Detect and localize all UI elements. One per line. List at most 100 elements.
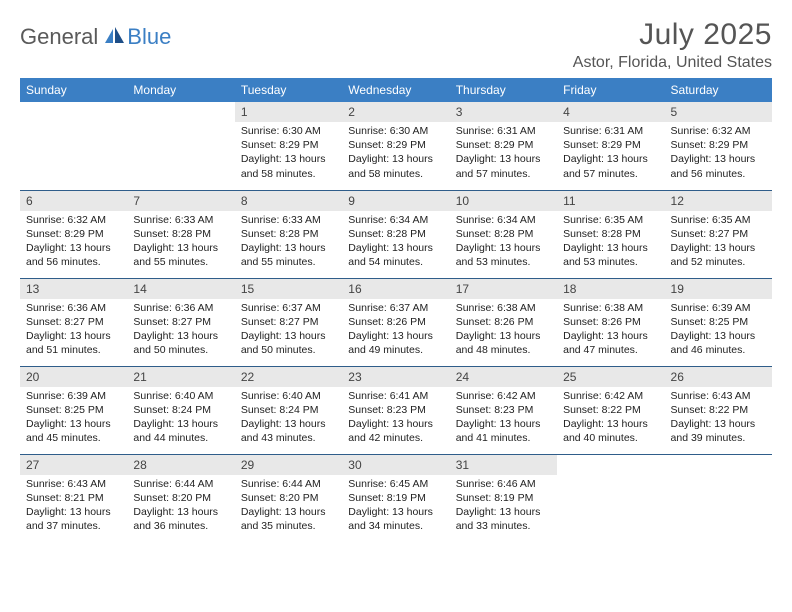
calendar-day-cell: 8Sunrise: 6:33 AMSunset: 8:28 PMDaylight… — [235, 190, 342, 278]
sunset-line: Sunset: 8:22 PM — [671, 403, 766, 417]
sunset-line: Sunset: 8:28 PM — [241, 227, 336, 241]
day-details: Sunrise: 6:40 AMSunset: 8:24 PMDaylight:… — [127, 387, 234, 450]
sunset-line: Sunset: 8:27 PM — [671, 227, 766, 241]
day-number: 13 — [20, 279, 127, 299]
day-number: 25 — [557, 367, 664, 387]
day-number: 2 — [342, 102, 449, 122]
calendar-day-cell: 24Sunrise: 6:42 AMSunset: 8:23 PMDayligh… — [450, 366, 557, 454]
day-number: 9 — [342, 191, 449, 211]
calendar-day-cell: 27 Sunrise: 6:43 AMSunset: 8:21 PMDayligh… — [20, 454, 127, 542]
calendar-day-cell: 3Sunrise: 6:31 AMSunset: 8:29 PMDaylight… — [450, 102, 557, 190]
day-number: 23 — [342, 367, 449, 387]
daylight-line: Daylight: 13 hours and 57 minutes. — [456, 152, 551, 180]
calendar-day-cell: 23Sunrise: 6:41 AMSunset: 8:23 PMDayligh… — [342, 366, 449, 454]
daylight-line: Daylight: 13 hours and 54 minutes. — [348, 241, 443, 269]
sunrise-line: Sunrise: 6:37 AM — [241, 301, 336, 315]
sunset-line: Sunset: 8:29 PM — [241, 138, 336, 152]
header: General Blue July 2025 Astor, Florida, U… — [20, 18, 772, 72]
day-details: Sunrise: 6:33 AMSunset: 8:28 PMDaylight:… — [127, 211, 234, 274]
calendar-day-cell: 16Sunrise: 6:37 AMSunset: 8:26 PMDayligh… — [342, 278, 449, 366]
location: Astor, Florida, United States — [573, 54, 772, 72]
day-details: Sunrise: 6:32 AMSunset: 8:29 PMDaylight:… — [665, 122, 772, 185]
calendar-day-cell — [665, 454, 772, 542]
sunrise-line: Sunrise: 6:32 AM — [671, 124, 766, 138]
sunrise-line: Sunrise: 6:40 AM — [133, 389, 228, 403]
sunrise-line: Sunrise: 6:30 AM — [241, 124, 336, 138]
day-number: 14 — [127, 279, 234, 299]
calendar-day-cell: 11Sunrise: 6:35 AMSunset: 8:28 PMDayligh… — [557, 190, 664, 278]
sunset-line: Sunset: 8:25 PM — [26, 403, 121, 417]
calendar-day-cell: 29Sunrise: 6:44 AMSunset: 8:20 PMDayligh… — [235, 454, 342, 542]
daylight-line: Daylight: 13 hours and 52 minutes. — [671, 241, 766, 269]
daylight-line: Daylight: 13 hours and 46 minutes. — [671, 329, 766, 357]
weekday-header: Saturday — [665, 78, 772, 102]
sunset-line: Sunset: 8:29 PM — [671, 138, 766, 152]
daylight-line: Daylight: 13 hours and 53 minutes. — [456, 241, 551, 269]
day-number: 27 — [20, 455, 127, 475]
day-number: 30 — [342, 455, 449, 475]
daylight-line: Daylight: 13 hours and 48 minutes. — [456, 329, 551, 357]
sunset-line: Sunset: 8:28 PM — [563, 227, 658, 241]
sunset-line: Sunset: 8:29 PM — [456, 138, 551, 152]
weekday-header: Monday — [127, 78, 234, 102]
calendar-day-cell — [127, 102, 234, 190]
day-details: Sunrise: 6:44 AMSunset: 8:20 PMDaylight:… — [235, 475, 342, 538]
sunrise-line: Sunrise: 6:38 AM — [456, 301, 551, 315]
day-details: Sunrise: 6:30 AMSunset: 8:29 PMDaylight:… — [235, 122, 342, 185]
calendar-day-cell: 15Sunrise: 6:37 AMSunset: 8:27 PMDayligh… — [235, 278, 342, 366]
daylight-line: Daylight: 13 hours and 57 minutes. — [563, 152, 658, 180]
day-details: Sunrise: 6:38 AMSunset: 8:26 PMDaylight:… — [450, 299, 557, 362]
calendar-day-cell: 30Sunrise: 6:45 AMSunset: 8:19 PMDayligh… — [342, 454, 449, 542]
sunset-line: Sunset: 8:22 PM — [563, 403, 658, 417]
day-number: 12 — [665, 191, 772, 211]
sunrise-line: Sunrise: 6:43 AM — [26, 477, 121, 491]
calendar-day-cell: 5Sunrise: 6:32 AMSunset: 8:29 PMDaylight… — [665, 102, 772, 190]
sunrise-line: Sunrise: 6:33 AM — [133, 213, 228, 227]
sunrise-line: Sunrise: 6:42 AM — [456, 389, 551, 403]
day-number: 28 — [127, 455, 234, 475]
daylight-line: Daylight: 13 hours and 55 minutes. — [241, 241, 336, 269]
day-number: 16 — [342, 279, 449, 299]
sunset-line: Sunset: 8:28 PM — [456, 227, 551, 241]
day-number: 6 — [20, 191, 127, 211]
daylight-line: Daylight: 13 hours and 49 minutes. — [348, 329, 443, 357]
sunrise-line: Sunrise: 6:34 AM — [456, 213, 551, 227]
day-details: Sunrise: 6:39 AMSunset: 8:25 PMDaylight:… — [20, 387, 127, 450]
day-number: 19 — [665, 279, 772, 299]
sunrise-line: Sunrise: 6:38 AM — [563, 301, 658, 315]
day-number: 15 — [235, 279, 342, 299]
sunrise-line: Sunrise: 6:46 AM — [456, 477, 551, 491]
sunrise-line: Sunrise: 6:37 AM — [348, 301, 443, 315]
brand-part1: General — [20, 24, 98, 50]
daylight-line: Daylight: 13 hours and 53 minutes. — [563, 241, 658, 269]
page: General Blue July 2025 Astor, Florida, U… — [0, 0, 792, 542]
day-number: 20 — [20, 367, 127, 387]
day-number: 22 — [235, 367, 342, 387]
day-number: 29 — [235, 455, 342, 475]
sunrise-line: Sunrise: 6:43 AM — [671, 389, 766, 403]
day-number: 10 — [450, 191, 557, 211]
day-number: 26 — [665, 367, 772, 387]
calendar-day-cell: 19Sunrise: 6:39 AMSunset: 8:25 PMDayligh… — [665, 278, 772, 366]
sunset-line: Sunset: 8:28 PM — [133, 227, 228, 241]
sunrise-line: Sunrise: 6:42 AM — [563, 389, 658, 403]
day-details: Sunrise: 6:30 AMSunset: 8:29 PMDaylight:… — [342, 122, 449, 185]
calendar-day-cell — [20, 102, 127, 190]
brand-sail-icon — [103, 25, 125, 50]
sunset-line: Sunset: 8:21 PM — [26, 491, 121, 505]
calendar-day-cell: 6Sunrise: 6:32 AMSunset: 8:29 PMDaylight… — [20, 190, 127, 278]
calendar-week-row: 20Sunrise: 6:39 AMSunset: 8:25 PMDayligh… — [20, 366, 772, 454]
calendar-day-cell: 18Sunrise: 6:38 AMSunset: 8:26 PMDayligh… — [557, 278, 664, 366]
calendar-day-cell: 21Sunrise: 6:40 AMSunset: 8:24 PMDayligh… — [127, 366, 234, 454]
sunset-line: Sunset: 8:24 PM — [241, 403, 336, 417]
calendar-week-row: 1Sunrise: 6:30 AMSunset: 8:29 PMDaylight… — [20, 102, 772, 190]
sunrise-line: Sunrise: 6:33 AM — [241, 213, 336, 227]
calendar-day-cell: 10 Sunrise: 6:34 AMSunset: 8:28 PMDayligh… — [450, 190, 557, 278]
sunrise-line: Sunrise: 6:39 AM — [26, 389, 121, 403]
sunset-line: Sunset: 8:23 PM — [348, 403, 443, 417]
daylight-line: Daylight: 13 hours and 37 minutes. — [26, 505, 121, 533]
brand-logo: General Blue — [20, 18, 171, 50]
day-number: 3 — [450, 102, 557, 122]
day-details: Sunrise: 6:43 AMSunset: 8:22 PMDaylight:… — [665, 387, 772, 450]
day-details: Sunrise: 6:31 AMSunset: 8:29 PMDaylight:… — [557, 122, 664, 185]
